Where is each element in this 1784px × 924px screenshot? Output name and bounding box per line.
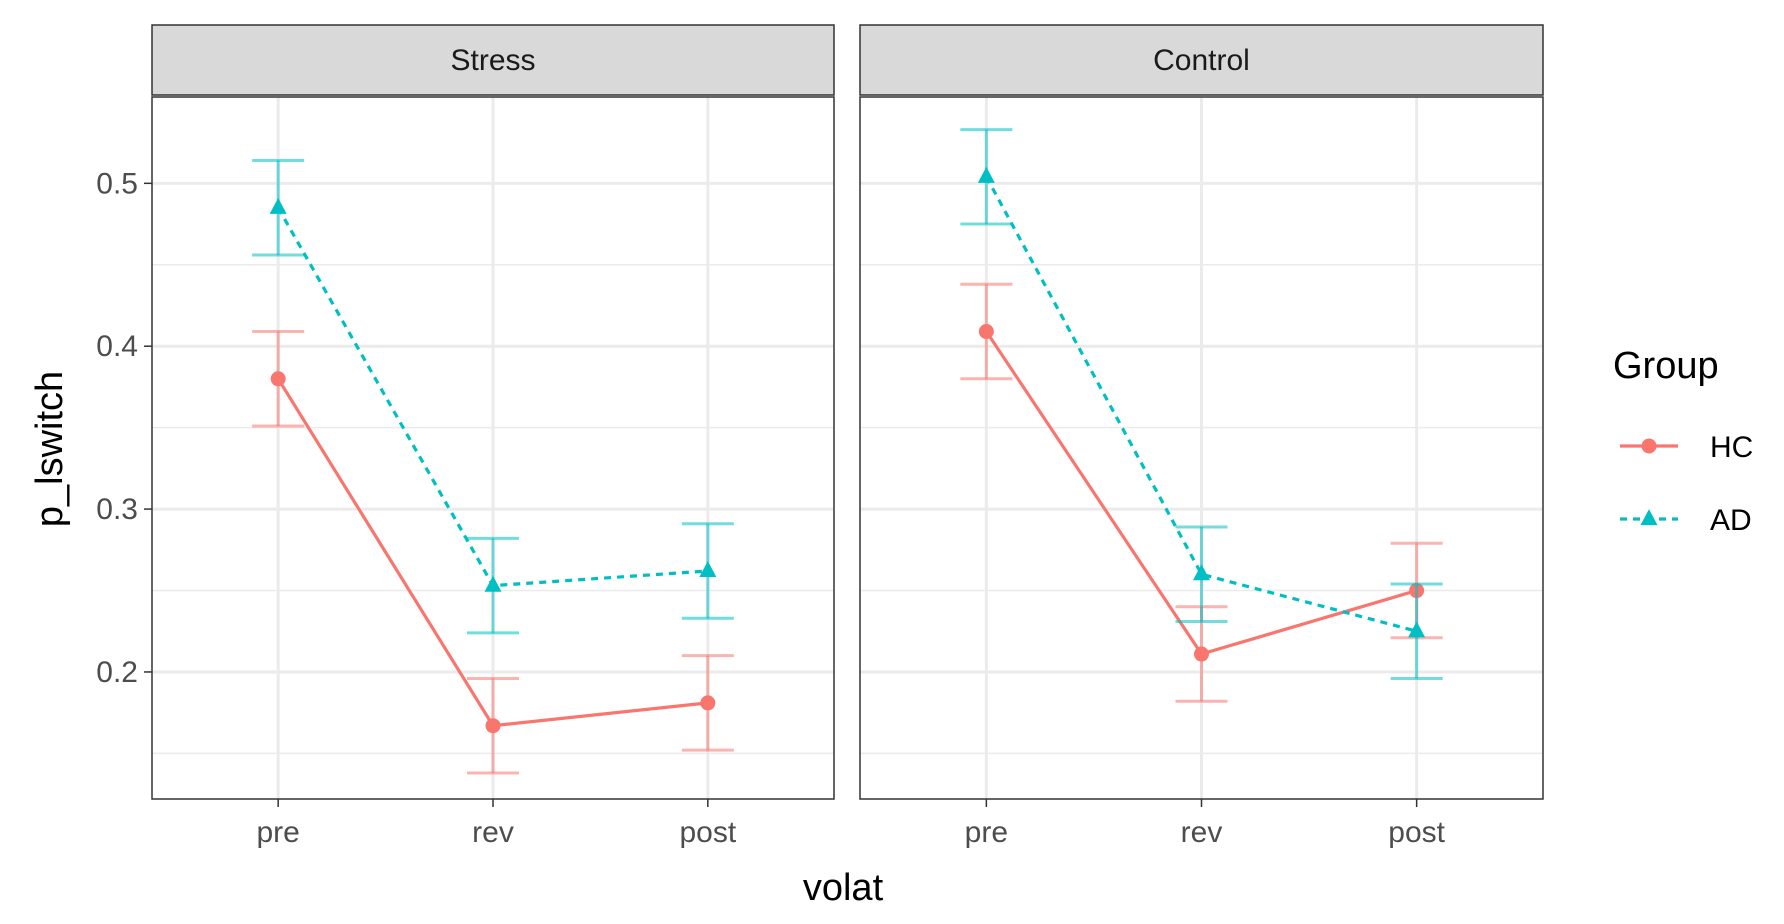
y-axis-title: p_lswitch <box>29 371 71 527</box>
legend-label: HC <box>1710 431 1753 464</box>
legend-key-marker <box>1640 509 1658 526</box>
data-point <box>484 575 502 592</box>
panels: Stress Control <box>151 24 1544 800</box>
facet-strip <box>151 24 835 96</box>
x-tick-label: pre <box>965 816 1008 849</box>
facet-strip-label: Control <box>1153 44 1250 77</box>
data-point <box>269 197 287 214</box>
y-tick-label: 0.5 <box>96 167 138 200</box>
panel-control: Control <box>859 24 1544 800</box>
x-tick-label: pre <box>256 816 299 849</box>
legend-key-ad: AD <box>1620 504 1752 537</box>
legend-label: AD <box>1710 504 1752 537</box>
x-tick-label: rev <box>1181 816 1223 849</box>
x-tick-label: rev <box>472 816 514 849</box>
data-point <box>978 324 994 340</box>
legend: Group HC AD <box>1613 345 1753 537</box>
legend-key-hc: HC <box>1620 431 1753 464</box>
series-line <box>984 176 1418 633</box>
x-tick-label: post <box>679 816 736 849</box>
series-hc <box>252 330 734 775</box>
data-point <box>699 561 717 578</box>
data-point <box>977 166 995 183</box>
y-tick-label: 0.2 <box>96 656 138 689</box>
panel-stress: Stress <box>151 24 835 800</box>
data-point <box>1408 621 1426 638</box>
y-tick-label: 0.4 <box>96 330 138 363</box>
y-tick-label: 0.3 <box>96 493 138 526</box>
facet-strip-label: Stress <box>450 44 535 77</box>
x-axis-title: volat <box>803 867 884 909</box>
legend-key-marker <box>1641 438 1657 454</box>
x-tick-label: post <box>1388 816 1445 849</box>
data-point <box>1194 646 1209 662</box>
data-point <box>700 695 716 711</box>
data-point <box>1193 564 1210 581</box>
series-ad <box>252 159 734 635</box>
legend-title: Group <box>1613 345 1719 387</box>
series-ad <box>960 128 1443 680</box>
data-point <box>485 718 501 734</box>
axes: pre rev post pre rev post 0.2 0.3 0.4 0.5 <box>96 167 1445 849</box>
data-point <box>270 371 286 387</box>
facet-strip <box>859 24 1544 96</box>
